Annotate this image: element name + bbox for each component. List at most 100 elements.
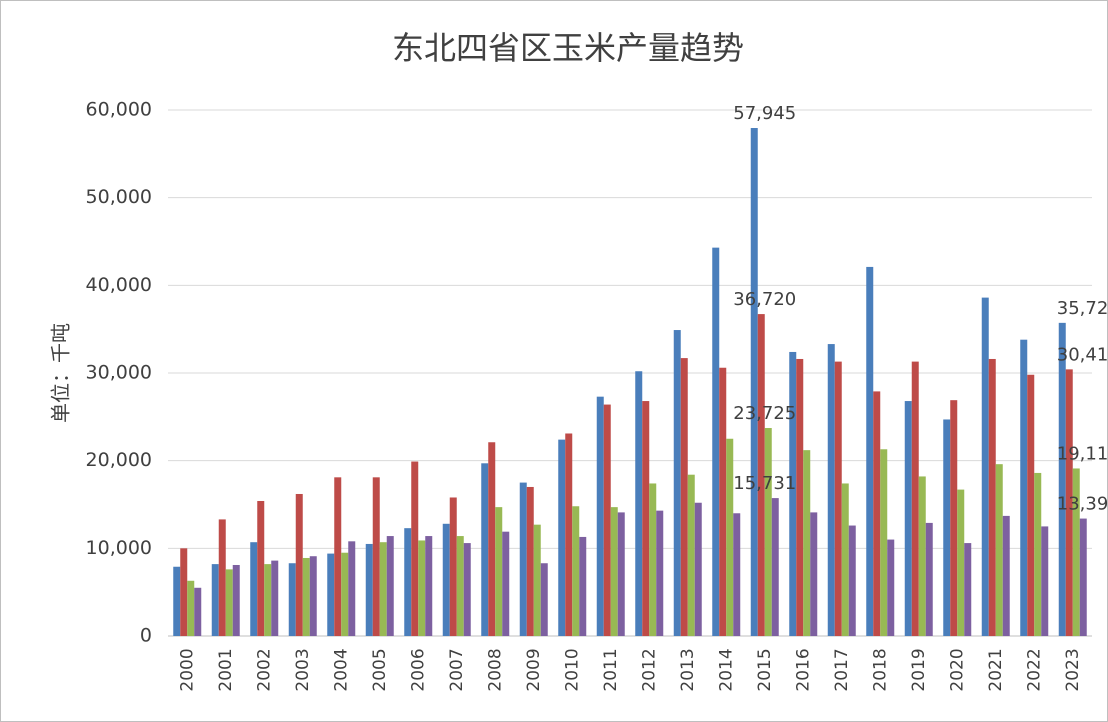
x-tick-label: 2017	[832, 648, 852, 691]
bar	[379, 542, 387, 636]
bar	[988, 358, 996, 636]
y-tick-label: 40,000	[86, 274, 152, 296]
bar	[295, 493, 303, 636]
bar	[495, 507, 503, 636]
bar	[925, 522, 933, 636]
bar	[803, 450, 811, 636]
y-tick-label: 30,000	[86, 362, 152, 384]
x-tick-label: 2019	[909, 648, 929, 691]
bar	[1027, 374, 1035, 636]
x-tick-label: 2004	[331, 648, 351, 691]
bar	[488, 442, 496, 636]
bar	[789, 351, 797, 636]
bar	[250, 542, 258, 636]
bar	[841, 483, 849, 636]
bar	[225, 569, 233, 636]
bar	[579, 536, 587, 636]
x-tick-label: 2009	[524, 648, 544, 691]
bar	[866, 266, 874, 636]
x-tick-label: 2001	[216, 648, 236, 691]
x-tick-label: 2015	[755, 648, 775, 691]
bar	[257, 500, 265, 636]
bar	[687, 474, 695, 636]
bar	[558, 439, 566, 636]
bar	[502, 531, 510, 636]
x-tick-label: 2011	[601, 648, 621, 691]
bar	[603, 404, 611, 636]
bar	[386, 536, 394, 636]
bar	[519, 482, 527, 636]
bar	[211, 564, 219, 636]
data-label: 30,415	[1057, 344, 1108, 365]
bar	[264, 564, 272, 636]
x-tick-label: 2012	[639, 648, 659, 691]
bar	[533, 524, 541, 636]
bar	[411, 461, 419, 636]
bar	[288, 563, 296, 636]
bar	[918, 476, 926, 636]
bar	[348, 541, 356, 636]
y-tick-label: 60,000	[86, 99, 152, 121]
bar	[712, 247, 720, 637]
bar	[404, 528, 412, 636]
bar	[180, 548, 188, 636]
bar	[617, 512, 625, 636]
x-tick-label: 2013	[678, 648, 698, 691]
bar	[757, 314, 765, 636]
bar	[796, 358, 804, 636]
bar	[341, 552, 349, 636]
bar	[1079, 518, 1087, 636]
x-tick-label: 2002	[254, 648, 274, 691]
x-tick-label: 2020	[947, 648, 967, 691]
bar	[526, 486, 534, 636]
x-tick-label: 2022	[1024, 648, 1044, 691]
x-tick-label: 2006	[408, 648, 428, 691]
y-tick-label: 20,000	[86, 449, 152, 471]
bar	[425, 536, 433, 636]
bar	[635, 371, 643, 636]
bar	[733, 513, 741, 636]
bar	[750, 128, 758, 636]
bar	[456, 536, 464, 636]
data-label: 35,720	[1057, 298, 1108, 319]
bar	[957, 489, 965, 636]
x-tick-label: 2008	[485, 648, 505, 691]
bar	[673, 330, 681, 636]
x-tick-label: 2018	[870, 648, 890, 691]
bar	[271, 560, 279, 636]
bar	[827, 344, 835, 636]
bar	[1072, 468, 1080, 636]
y-tick-label: 0	[140, 625, 152, 647]
chart-title: 东北四省区玉米产量趋势	[392, 29, 744, 67]
bar	[187, 580, 195, 636]
bar	[834, 361, 842, 636]
bar	[810, 512, 818, 636]
bar	[680, 358, 688, 636]
x-tick-label: 2000	[177, 648, 197, 691]
bar	[610, 507, 618, 636]
bar	[194, 587, 202, 636]
bar	[981, 297, 989, 636]
bar	[719, 367, 727, 636]
bar	[694, 502, 702, 636]
bar	[1058, 322, 1066, 636]
x-tick-label: 2010	[562, 648, 582, 691]
bar	[771, 498, 779, 636]
data-label: 19,110	[1057, 443, 1108, 464]
x-tick-label: 2021	[986, 648, 1006, 691]
x-tick-label: 2016	[793, 648, 813, 691]
bar	[572, 506, 580, 636]
bar	[1020, 339, 1028, 636]
bar	[463, 543, 471, 636]
bar	[365, 543, 373, 636]
bar	[964, 543, 972, 636]
y-axis-label: 单位：千吨	[49, 323, 73, 423]
x-tick-label: 2007	[447, 648, 467, 691]
bar	[1041, 526, 1049, 636]
bar	[1034, 472, 1042, 636]
bar	[848, 525, 856, 636]
bar	[418, 540, 426, 636]
x-tick-label: 2005	[370, 648, 390, 691]
